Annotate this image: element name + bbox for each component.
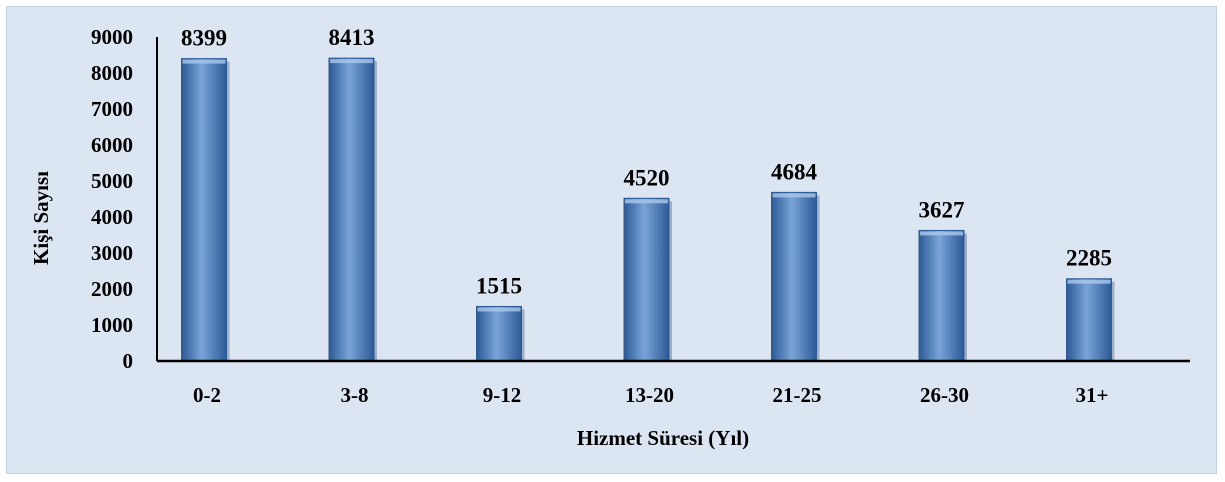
- y-tick-label: 5000: [91, 169, 133, 193]
- data-label: 3627: [919, 197, 965, 222]
- bar-top-highlight: [182, 59, 226, 64]
- bar-top-highlight: [477, 307, 521, 312]
- bars-group: [181, 57, 1115, 362]
- data-label: 4520: [624, 165, 670, 190]
- y-tick-label: 9000: [91, 25, 133, 49]
- bar-top-highlight: [772, 193, 816, 198]
- y-tick-label: 2000: [91, 277, 133, 301]
- category-labels: 0-2 3-8 9-12 13-20 21-25 26-30 31+: [193, 383, 1108, 407]
- bar-top-highlight: [625, 199, 668, 204]
- x-tick-label: 31+: [1076, 383, 1109, 407]
- x-tick-label: 9-12: [483, 383, 522, 407]
- bar: [1066, 278, 1112, 362]
- bar: [771, 191, 817, 362]
- y-tick-label: 6000: [91, 133, 133, 157]
- bar: [623, 197, 670, 362]
- y-tick-label: 0: [123, 349, 134, 373]
- bar: [918, 229, 965, 362]
- data-label: 2285: [1066, 246, 1112, 271]
- y-tick-label: 7000: [91, 97, 133, 121]
- y-tick-label: 4000: [91, 205, 133, 229]
- x-tick-label: 21-25: [773, 383, 822, 407]
- x-tick-label: 0-2: [193, 383, 221, 407]
- data-label: 4684: [771, 159, 818, 184]
- bar: [328, 57, 375, 362]
- y-tick-labels: 0 1000 2000 3000 4000 5000 6000 7000 8000 9000: [91, 25, 133, 373]
- axes-group: [156, 37, 1190, 363]
- x-axis-title: Hizmet Süresi (Yıl): [577, 426, 749, 450]
- y-axis-title: Kişi Sayısı: [29, 171, 53, 265]
- y-tick-label: 3000: [91, 241, 133, 265]
- x-tick-label: 13-20: [625, 383, 674, 407]
- data-labels: 8399 8413 1515 4520 4684 3627 2285: [181, 25, 1112, 298]
- bar: [181, 58, 227, 362]
- x-tick-label: 3-8: [341, 383, 369, 407]
- data-label: 8413: [329, 25, 375, 50]
- data-label: 8399: [181, 26, 227, 51]
- data-label: 1515: [476, 273, 522, 298]
- bar-top-highlight: [330, 59, 373, 64]
- y-tick-label: 8000: [91, 61, 133, 85]
- bar-top-highlight: [1067, 279, 1111, 284]
- y-tick-label: 1000: [91, 313, 133, 337]
- bar-top-highlight: [920, 231, 963, 236]
- bar: [476, 305, 522, 362]
- x-tick-label: 26-30: [920, 383, 969, 407]
